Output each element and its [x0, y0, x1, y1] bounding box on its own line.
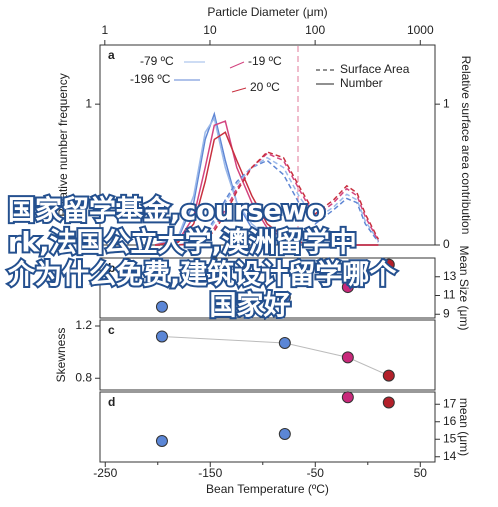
overlay-text: rk,法国公立大学,澳洲留学中 [8, 227, 357, 259]
point [278, 291, 291, 304]
x-tick-label: 100 [305, 23, 325, 37]
point [382, 369, 395, 382]
legend-label: Surface Area [340, 62, 410, 76]
x-axis-title: Bean Temperature (ºC) [206, 482, 329, 496]
y-tick-label: 0 [85, 237, 92, 251]
panel-label: a [108, 48, 115, 62]
x-tick-label: -250 [93, 466, 117, 480]
overlay-text: 国家留学基金,coursewo [8, 195, 325, 227]
x-tick-label: 1000 [407, 23, 434, 37]
panel-label: b [108, 261, 115, 275]
x-tick-label: -50 [307, 466, 325, 480]
y-axis-title: Mean Size (μm) [457, 246, 471, 331]
point [155, 330, 168, 343]
trend-line [161, 336, 390, 377]
point [278, 428, 291, 440]
x-tick-label: 1 [101, 23, 108, 37]
leader [231, 87, 247, 93]
annotation: -79 ºC [140, 54, 174, 68]
panel-label: d [108, 395, 115, 409]
y-tick-label: 13 [443, 269, 457, 283]
point [341, 391, 354, 404]
y-axis-title: Relative number frequency [56, 73, 70, 216]
y-tick-label: 9 [443, 306, 450, 320]
y-axis-title: Skewness [54, 328, 68, 383]
y2-axis-title: Relative surface area contribution [459, 56, 473, 235]
curve [155, 159, 380, 246]
curve [155, 156, 380, 246]
panel-frame [99, 319, 436, 391]
overlay-text: 国家好 [210, 290, 291, 322]
point [155, 435, 168, 447]
point [382, 396, 395, 409]
point [278, 336, 291, 349]
x-tick-label: 10 [203, 23, 217, 37]
panel-frame [99, 257, 436, 319]
annotation: 20 ºC [250, 80, 280, 94]
y-tick-label: 0.8 [75, 370, 92, 384]
point [341, 281, 354, 294]
y-tick-label: 11 [443, 288, 456, 302]
y-tick-label: 1.2 [75, 318, 92, 332]
panel-frame [99, 44, 436, 246]
y-tick-label: 17 [443, 396, 457, 410]
point [382, 258, 395, 271]
y-tick-label: 1 [443, 96, 450, 110]
curve [154, 131, 379, 246]
annotation: -196 ºC [130, 72, 171, 86]
y-tick-label: 1 [85, 96, 92, 110]
x-axis-title: Particle Diameter (μm) [207, 5, 327, 19]
y-tick-label: 16 [443, 414, 457, 428]
point [341, 351, 354, 364]
leader [229, 61, 245, 69]
panel-frame [99, 391, 436, 463]
x-tick-label: -150 [198, 466, 222, 480]
overlay-text: 介为什么免费,建筑设计留学哪个 [7, 259, 397, 291]
y-tick-label: 14 [443, 449, 457, 463]
y-axis-title: mean (μm) [457, 398, 471, 456]
x-tick-label: 50 [414, 466, 428, 480]
legend-label: Number [340, 76, 383, 90]
y-tick-label: 15 [443, 431, 457, 445]
panel-label: c [108, 323, 115, 337]
y-tick-label: 0 [443, 237, 450, 251]
annotation: -19 ºC [248, 54, 282, 68]
point [155, 300, 168, 313]
